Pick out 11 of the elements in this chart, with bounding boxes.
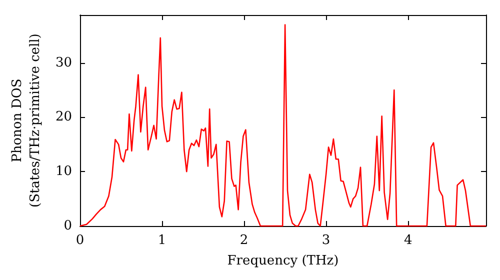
y-tick-label: 10 [55, 164, 72, 180]
y-tick-label: 20 [55, 110, 72, 125]
x-tick-label: 4 [404, 233, 412, 248]
x-tick-label: 0 [76, 233, 84, 248]
y-axis-title: Phonon DOS (States/THz·primitive cell) [10, 33, 44, 208]
x-tick-label: 2 [240, 233, 248, 248]
y-tick-label: 30 [55, 55, 72, 70]
x-tick-label: 3 [322, 233, 330, 248]
x-tick-label: 1 [158, 233, 166, 248]
y-tick-label: 0 [64, 218, 72, 234]
x-axis-title: Frequency (THz) [227, 253, 339, 268]
